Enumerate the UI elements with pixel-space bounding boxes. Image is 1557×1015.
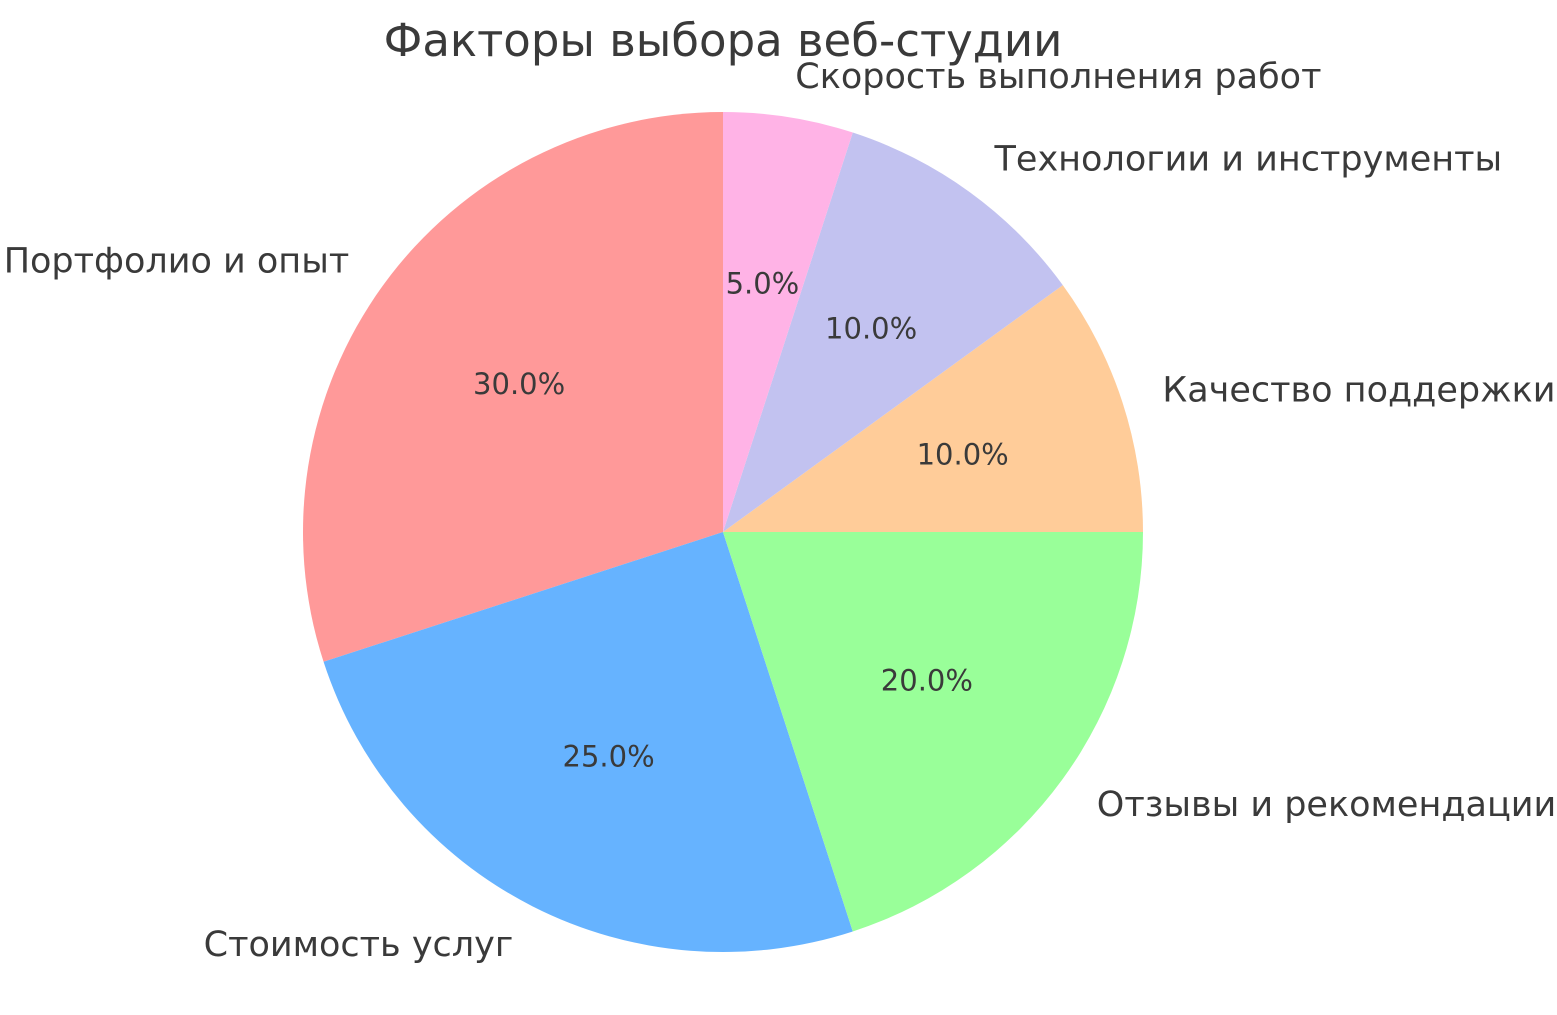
pie-slices-group [303, 112, 1143, 952]
chart-title: Факторы выбора веб-студии [384, 14, 1063, 67]
category-label-2: Отзывы и рекомендации [1097, 785, 1557, 825]
category-label-5: Скорость выполнения работ [795, 57, 1321, 97]
category-label-0: Портфолио и опыт [4, 242, 350, 282]
pct-label-2: 20.0% [881, 663, 973, 697]
pie-slice-0 [303, 112, 723, 662]
pie-slice-4 [723, 132, 1063, 532]
pct-label-5: 5.0% [726, 266, 800, 300]
pie-slice-3 [723, 285, 1143, 532]
pct-label-4: 10.0% [825, 311, 917, 345]
pct-label-3: 10.0% [917, 437, 1009, 471]
pie-slice-5 [723, 112, 853, 532]
pct-labels-group: 30.0% 25.0% 20.0% 10.0% 10.0% 5.0% [473, 266, 1009, 773]
category-label-1: Стоимость услуг [204, 925, 514, 965]
pct-label-0: 30.0% [473, 367, 565, 401]
pie-slice-2 [723, 532, 1143, 932]
pct-label-1: 25.0% [563, 740, 655, 774]
category-label-3: Качество поддержки [1162, 370, 1555, 410]
category-label-4: Технологии и инструменты [994, 139, 1503, 179]
pie-slice-1 [323, 532, 853, 952]
category-labels-group: Портфолио и опыт Стоимость услуг Отзывы и … [4, 57, 1557, 965]
